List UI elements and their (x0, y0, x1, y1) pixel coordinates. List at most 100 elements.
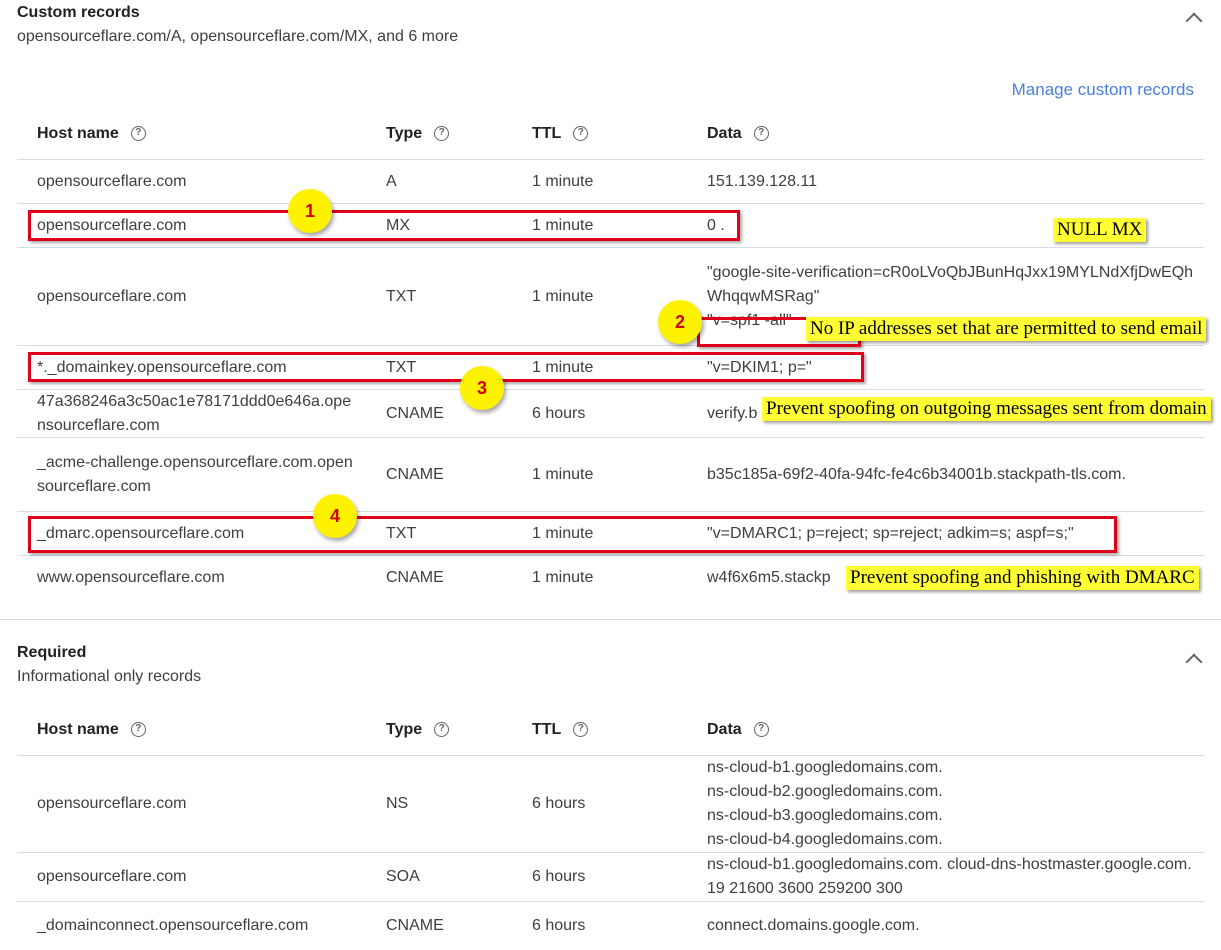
cell-text: MX (386, 216, 410, 234)
annotation-badge-3: 3 (460, 366, 504, 410)
cell-ttl: 1 minute (532, 438, 593, 511)
cell-text: w4f6x6m5.stackp (707, 569, 831, 586)
cell-text: TXT (386, 524, 417, 542)
cell-ttl: 1 minute (532, 346, 593, 389)
cell-text: 151.139.128.11 (707, 172, 818, 190)
cell-text: verify.b (707, 404, 758, 422)
column-header-label: Type (386, 124, 423, 142)
help-icon[interactable]: ? (130, 126, 146, 141)
cell-text: 1 minute (532, 287, 594, 305)
help-icon[interactable]: ? (573, 722, 589, 737)
help-icon[interactable]: ? (130, 722, 146, 737)
table-row: opensourceflare.com SOA 6 hours ns-cloud-b1… (17, 853, 1204, 902)
cell-text: CNAME (386, 569, 444, 586)
cell-host-name: opensourceflare.com (37, 248, 357, 345)
annotation-badge-1: 1 (288, 189, 332, 233)
custom-records-table: Host name? Type? TTL? Data? opensourceflare.… (17, 108, 1204, 600)
cell-text: 47a368246a3c50ac1e78171ddd0e646a.opensou… (37, 392, 352, 434)
cell-host-name: opensourceflare.com (37, 756, 357, 852)
column-header-label: Data (707, 720, 742, 738)
column-header-label: TTL (532, 124, 562, 142)
column-header-ttl: TTL? (532, 108, 589, 159)
cell-text: "google-site-verification=cR0oLVoQbJBunH… (707, 263, 1194, 329)
cell-ttl: 1 minute (532, 248, 593, 345)
table-row: www.opensourceflare.com CNAME 1 minute w4f6… (17, 556, 1204, 600)
table-row: opensourceflare.com A 1 minute 151.139.128.… (17, 160, 1204, 204)
cell-host-name: _acme-challenge.opensourceflare.com.open… (37, 438, 357, 511)
cell-text: 1 minute (532, 569, 594, 586)
cell-host-name: 47a368246a3c50ac1e78171ddd0e646a.opensou… (37, 390, 357, 437)
cell-data: 151.139.128.11 (707, 160, 1197, 203)
custom-records-title: Custom records (17, 4, 140, 21)
table-row: _dmarc.opensourceflare.com TXT 1 minute "v=… (17, 512, 1204, 556)
column-header-data: Data? (707, 704, 1197, 755)
help-icon[interactable]: ? (753, 722, 769, 737)
cell-text: _dmarc.opensourceflare.com (37, 524, 245, 542)
cell-data: w4f6x6m5.stackp (707, 556, 1197, 600)
help-icon[interactable]: ? (434, 126, 450, 141)
cell-text: TXT (386, 287, 417, 305)
required-subtitle: Informational only records (17, 668, 202, 685)
cell-data: ns-cloud-b1.googledomains.com. ns-cloud-… (707, 756, 1197, 852)
cell-text: "v=DKIM1; p=" (707, 358, 812, 376)
cell-text: CNAME (386, 404, 444, 422)
cell-text: opensourceflare.com (37, 287, 187, 305)
cell-type: SOA (386, 853, 420, 901)
highlight-box-dmarc (28, 516, 1117, 553)
cell-text: opensourceflare.com (37, 795, 187, 812)
manage-custom-records-link[interactable]: Manage custom records (1011, 80, 1194, 99)
table-row: *._domainkey.opensourceflare.com TXT 1 min… (17, 346, 1204, 390)
annotation-badge-2: 2 (658, 300, 702, 344)
cell-text: _domainconnect.opensourceflare.com (37, 917, 309, 934)
cell-text: 1 minute (532, 216, 594, 234)
cell-data: b35c185a-69f2-40fa-94fc-fe4c6b34001b.sta… (707, 438, 1197, 511)
cell-text: b35c185a-69f2-40fa-94fc-fe4c6b34001b.sta… (707, 465, 1126, 483)
cell-type: CNAME (386, 438, 444, 511)
column-header-label: Host name (37, 124, 119, 142)
cell-type: CNAME (386, 902, 444, 950)
help-icon[interactable]: ? (434, 722, 450, 737)
column-header-data: Data? (707, 108, 1197, 159)
cell-text: 1 minute (532, 358, 594, 376)
column-header-label: Data (707, 124, 742, 142)
cell-host-name: *._domainkey.opensourceflare.com (37, 346, 357, 389)
cell-ttl: 6 hours (532, 902, 585, 950)
cell-ttl: 6 hours (532, 390, 585, 437)
cell-ttl: 6 hours (532, 756, 585, 852)
cell-data: "v=DMARC1; p=reject; sp=reject; adkim=s;… (707, 512, 1197, 555)
note-dmarc: Prevent spoofing and phishing with DMARC (846, 566, 1199, 590)
cell-host-name: opensourceflare.com (37, 204, 357, 247)
cell-text: 6 hours (532, 404, 586, 422)
cell-type: TXT (386, 248, 416, 345)
cell-text: 1 minute (532, 465, 594, 483)
column-header-label: TTL (532, 720, 562, 738)
table-row: opensourceflare.com TXT 1 minute "google-si… (17, 248, 1204, 346)
note-null-mx: NULL MX (1053, 218, 1147, 242)
cell-text: 1 minute (532, 524, 594, 542)
cell-type: TXT (386, 512, 416, 555)
cell-data: connect.domains.google.com. (707, 902, 1197, 950)
help-icon[interactable]: ? (753, 126, 769, 141)
cell-host-name: _domainconnect.opensourceflare.com (37, 902, 357, 950)
table-row: opensourceflare.com NS 6 hours ns-cloud-b1.… (17, 756, 1204, 853)
column-header-host-name: Host name? (37, 108, 357, 159)
column-header-label: Type (386, 720, 423, 738)
cell-text: opensourceflare.com (37, 172, 187, 190)
collapse-chevron-icon[interactable] (1185, 12, 1203, 30)
cell-text: "v=DMARC1; p=reject; sp=reject; adkim=s;… (707, 524, 1074, 542)
cell-text: A (386, 172, 397, 190)
section-divider (0, 619, 1221, 620)
column-header-host-name: Host name? (37, 704, 357, 755)
cell-data: ns-cloud-b1.googledomains.com. cloud-dns… (707, 853, 1197, 901)
note-spf: No IP addresses set that are permitted t… (806, 317, 1207, 341)
table-row: _domainconnect.opensourceflare.com CNAME 6… (17, 902, 1204, 950)
cell-text: *._domainkey.opensourceflare.com (37, 358, 287, 376)
cell-host-name: www.opensourceflare.com (37, 556, 357, 600)
cell-ttl: 1 minute (532, 204, 593, 247)
column-header-ttl: TTL? (532, 704, 589, 755)
table-row: _acme-challenge.opensourceflare.com.open… (17, 438, 1204, 512)
collapse-chevron-icon[interactable] (1185, 653, 1203, 671)
help-icon[interactable]: ? (573, 126, 589, 141)
cell-text: NS (386, 795, 409, 812)
cell-data: "google-site-verification=cR0oLVoQbJBunH… (707, 248, 1197, 345)
